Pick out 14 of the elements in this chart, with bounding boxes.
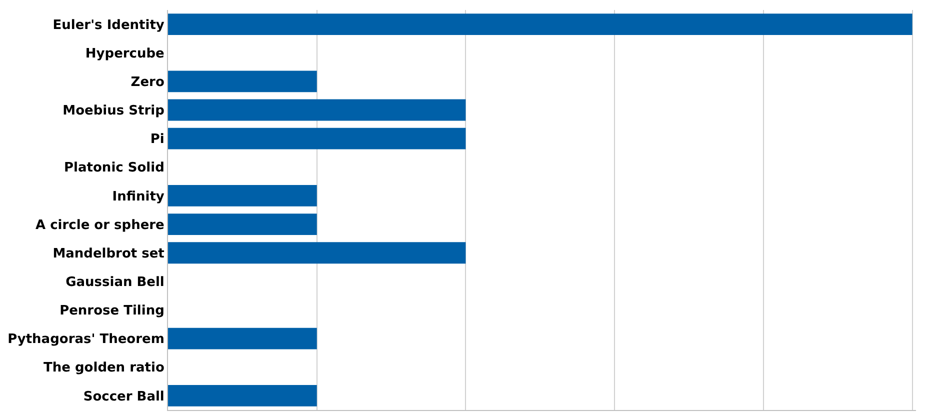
y-tick-label: Penrose Tiling xyxy=(60,304,164,319)
y-tick-label: A circle or sphere xyxy=(36,218,165,233)
y-tick-label: Euler's Identity xyxy=(52,18,165,33)
y-tick-label: Moebius Strip xyxy=(62,104,164,119)
y-tick-label: Gaussian Bell xyxy=(66,274,164,290)
y-tick-label: Zero xyxy=(130,74,164,90)
y-tick-label: Pi xyxy=(150,132,164,148)
y-tick-label: Soccer Ball xyxy=(83,389,164,404)
y-tick-label: Infinity xyxy=(112,189,165,204)
y-tick-label: Mandelbrot set xyxy=(52,246,164,262)
y-tick-label: Platonic Solid xyxy=(64,160,164,176)
y-tick-label: Hypercube xyxy=(85,46,165,62)
y-tick-label: The golden ratio xyxy=(44,360,164,376)
y-tick-label: Pythagoras' Theorem xyxy=(8,332,164,348)
